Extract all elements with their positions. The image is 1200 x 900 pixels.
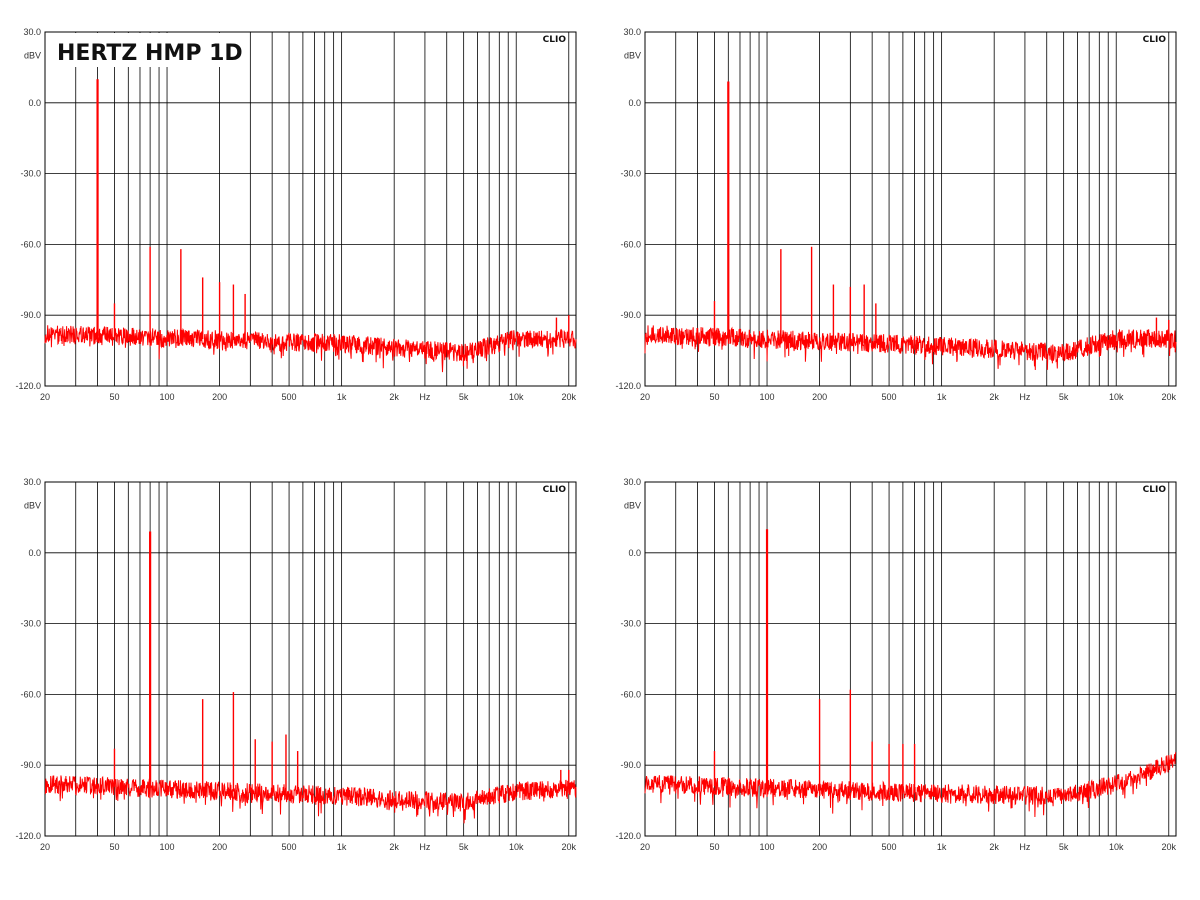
x-tick-label: Hz [1019, 392, 1030, 402]
y-tick-label: 0.0 [28, 98, 41, 108]
y-tick-label: -120.0 [15, 831, 41, 841]
y-tick-label: -120.0 [615, 381, 641, 391]
y-tick-label: -120.0 [15, 381, 41, 391]
chart-panel-3: 30.0 0.0 -30.0 -60.0 -90.0 -120.0 dBV 20 50 100 20… [15, 477, 576, 852]
chart-panel-2: 30.0 0.0 -30.0 -60.0 -90.0 -120.0 dBV 20 50 100 20… [615, 27, 1176, 402]
x-tick-label: 100 [160, 842, 175, 852]
x-tick-label: 10k [1109, 842, 1124, 852]
y-tick-label: -60.0 [620, 689, 641, 699]
x-tick-label: 200 [212, 392, 227, 402]
y-tick-label: -60.0 [20, 239, 41, 249]
y-tick-label: 0.0 [628, 548, 641, 558]
x-tick-label: 5k [459, 392, 469, 402]
x-tick-label: 5k [1059, 842, 1069, 852]
y-tick-label: 30.0 [23, 477, 41, 487]
x-tick-label: 20 [40, 842, 50, 852]
plot-frame [44, 31, 577, 387]
x-tick-label: 500 [882, 392, 897, 402]
x-tick-label: 1k [337, 392, 347, 402]
x-tick-label: 50 [109, 842, 119, 852]
x-tick-label: 2k [389, 842, 399, 852]
y-axis-label: dBV [624, 51, 641, 61]
x-tick-label: Hz [419, 842, 430, 852]
x-tick-label: 2k [989, 842, 999, 852]
x-tick-label: 1k [937, 392, 947, 402]
y-tick-label: 0.0 [28, 548, 41, 558]
y-tick-label: -30.0 [620, 169, 641, 179]
brand-label: CLIO [1143, 35, 1167, 45]
y-tick-label: -90.0 [620, 310, 641, 320]
noise-floor-trace [44, 325, 577, 373]
y-tick-label: -120.0 [615, 831, 641, 841]
x-tick-label: 500 [882, 842, 897, 852]
brand-label: CLIO [543, 485, 567, 495]
x-tick-label: Hz [419, 392, 430, 402]
y-tick-label: -60.0 [620, 239, 641, 249]
y-tick-label: -90.0 [620, 760, 641, 770]
x-tick-label: 1k [337, 842, 347, 852]
x-tick-label: 5k [1059, 392, 1069, 402]
x-tick-label: 500 [282, 392, 297, 402]
x-tick-label: 20k [1162, 392, 1177, 402]
x-tick-label: 20k [562, 392, 577, 402]
x-tick-label: 10k [509, 842, 524, 852]
y-tick-label: -30.0 [620, 619, 641, 629]
x-tick-label: 1k [937, 842, 947, 852]
y-tick-label: -30.0 [20, 169, 41, 179]
x-tick-label: 10k [1109, 392, 1124, 402]
x-tick-label: 500 [282, 842, 297, 852]
x-tick-label: 50 [109, 392, 119, 402]
x-tick-label: 50 [709, 842, 719, 852]
chart-panel-4: 30.0 0.0 -30.0 -60.0 -90.0 -120.0 dBV 20 50 100 20… [615, 477, 1176, 852]
chart-panel-1: 30.0 0.0 -30.0 -60.0 -90.0 -120.0 dBV 20 50 100 20… [15, 27, 576, 402]
y-tick-label: 30.0 [623, 27, 641, 37]
x-tick-label: Hz [1019, 842, 1030, 852]
x-tick-label: 2k [389, 392, 399, 402]
y-tick-label: -30.0 [20, 619, 41, 629]
x-tick-label: 200 [212, 842, 227, 852]
y-tick-label: 0.0 [628, 98, 641, 108]
x-tick-label: 100 [760, 392, 775, 402]
x-tick-label: 2k [989, 392, 999, 402]
brand-label: CLIO [1143, 485, 1167, 495]
x-tick-label: 200 [812, 842, 827, 852]
plot-frame [644, 31, 1177, 387]
noise-floor-trace [44, 775, 577, 824]
noise-floor-trace [644, 325, 1177, 371]
title-background [46, 33, 226, 67]
x-tick-label: 20 [40, 392, 50, 402]
y-tick-label: -90.0 [20, 760, 41, 770]
x-tick-label: 200 [812, 392, 827, 402]
x-tick-label: 20 [640, 842, 650, 852]
y-axis-label: dBV [624, 501, 641, 511]
plot-frame [44, 481, 577, 837]
x-tick-label: 20k [1162, 842, 1177, 852]
x-tick-label: 100 [160, 392, 175, 402]
x-tick-label: 5k [459, 842, 469, 852]
x-tick-label: 100 [760, 842, 775, 852]
y-tick-label: 30.0 [623, 477, 641, 487]
x-tick-label: 50 [709, 392, 719, 402]
x-tick-label: 20 [640, 392, 650, 402]
y-tick-label: -60.0 [20, 689, 41, 699]
x-tick-label: 10k [509, 392, 524, 402]
y-tick-label: -90.0 [20, 310, 41, 320]
noise-floor-trace [644, 752, 1177, 818]
chart-title: HERTZ HMP 1D [57, 41, 243, 66]
y-axis-label: dBV [24, 501, 41, 511]
x-tick-label: 20k [562, 842, 577, 852]
brand-label: CLIO [543, 35, 567, 45]
y-tick-label: 30.0 [23, 27, 41, 37]
y-axis-label: dBV [24, 51, 41, 61]
